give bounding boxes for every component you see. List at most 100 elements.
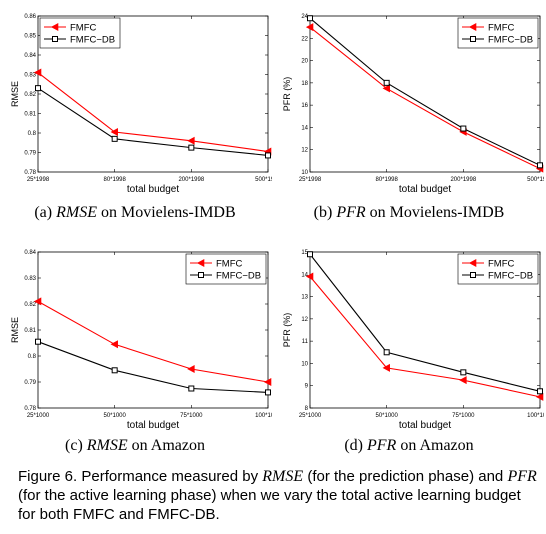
- x-tick-label: 75*1000: [180, 413, 203, 419]
- chart-pfr-movielens: 10 12 14 16 18 20 22 24 25*1998 80*1998 200*1998 50…: [282, 14, 544, 195]
- y-axis-label: PFR (%): [282, 313, 292, 348]
- x-tick-label: 25*1998: [299, 177, 322, 183]
- y-tick-label: 10: [301, 361, 308, 367]
- x-tick-label: 200*1998: [450, 177, 476, 183]
- y-tick-label: 8: [305, 406, 309, 412]
- legend-label: FMFC: [488, 23, 515, 34]
- legend-label: FMFC−DB: [70, 35, 115, 46]
- y-tick-label: 24: [301, 14, 308, 20]
- data-point: [459, 376, 467, 385]
- legend-label: FMFC: [216, 259, 243, 270]
- x-axis-label: total budget: [127, 420, 179, 431]
- x-axis-label: total budget: [399, 420, 451, 431]
- legend-box: [457, 17, 539, 49]
- x-tick-label: 200*1998: [178, 177, 204, 183]
- data-point: [110, 128, 118, 137]
- series-fmfc-db: [35, 338, 271, 396]
- y-tick-label: 18: [301, 81, 308, 87]
- legend-label: FMFC: [488, 259, 515, 270]
- data-point: [307, 251, 313, 258]
- series-line: [309, 276, 541, 398]
- legend-marker: [198, 272, 204, 278]
- y-tick-label: 12: [301, 148, 308, 154]
- series-line: [37, 87, 269, 156]
- y-tick-label: 9: [305, 384, 309, 390]
- series-line: [309, 17, 541, 166]
- legend-marker: [50, 22, 59, 32]
- y-tick-label: 0.83: [24, 276, 36, 282]
- y-axis-label: RMSE: [10, 317, 20, 343]
- figure-caption: Figure 6. Performance measured by RMSE (…: [18, 468, 537, 523]
- data-point: [33, 68, 42, 77]
- x-tick-label: 75*1000: [452, 413, 475, 419]
- legend-label: FMFC: [70, 23, 97, 34]
- data-point: [537, 388, 543, 395]
- y-tick-label: 0.85: [24, 34, 36, 40]
- series-fmfc: [305, 272, 544, 401]
- data-point: [460, 369, 467, 376]
- y-tick-label: 0.79: [24, 151, 36, 157]
- series-line: [37, 341, 269, 393]
- data-point: [305, 23, 314, 32]
- data-point: [33, 297, 42, 306]
- y-tick-label: 15: [301, 250, 308, 256]
- legend-marker: [470, 272, 476, 278]
- legend-box: [185, 253, 267, 285]
- data-point: [110, 340, 118, 349]
- x-tick-label: 50*1000: [375, 413, 398, 419]
- subcaption-b: (b) PFR on Movielens-IMDB: [313, 204, 505, 221]
- legend-label: FMFC−DB: [488, 35, 533, 46]
- legend-marker: [196, 258, 205, 268]
- data-point: [382, 84, 390, 93]
- x-tick-label: 25*1000: [299, 413, 322, 419]
- y-tick-label: 14: [301, 125, 308, 131]
- y-tick-label: 22: [301, 36, 308, 42]
- x-tick-label: 100*1000: [255, 413, 272, 419]
- y-tick-label: 20: [301, 59, 308, 65]
- data-point: [382, 363, 390, 372]
- data-point: [111, 135, 118, 142]
- legend-marker: [468, 22, 477, 32]
- y-tick-label: 0.8: [28, 131, 37, 137]
- data-point: [187, 136, 195, 145]
- data-point: [265, 152, 271, 159]
- y-tick-label: 0.81: [24, 112, 36, 118]
- y-axis-label: RMSE: [10, 81, 20, 107]
- data-point: [111, 367, 118, 374]
- subcaption-d: (d) PFR on Amazon: [344, 437, 474, 454]
- data-point: [35, 85, 41, 92]
- x-tick-label: 100*1000: [527, 413, 544, 419]
- series-fmfc-db: [307, 15, 543, 169]
- x-tick-label: 500*1998: [527, 177, 544, 183]
- x-tick-label: 500*1998: [255, 177, 272, 183]
- y-tick-label: 0.83: [24, 73, 36, 79]
- data-point: [460, 125, 467, 132]
- legend-label: FMFC−DB: [216, 271, 261, 282]
- y-tick-label: 11: [302, 339, 309, 345]
- subcaption-a: (a) RMSE on Movielens-IMDB: [34, 204, 236, 221]
- chart-rmse-movielens: 0.78 0.79 0.8 0.81 0.82 0.83 0.84 0.85 0.86 25*19…: [10, 14, 272, 195]
- y-axis-label: PFR (%): [282, 77, 292, 112]
- series-line: [37, 72, 269, 153]
- y-tick-label: 10: [301, 170, 308, 176]
- legend-marker: [52, 36, 58, 42]
- x-tick-label: 25*1998: [27, 177, 50, 183]
- data-point: [188, 385, 195, 392]
- series-line: [37, 300, 269, 383]
- y-tick-label: 14: [301, 272, 308, 278]
- series-fmfc-db: [35, 85, 271, 159]
- y-tick-label: 0.8: [28, 354, 37, 360]
- y-tick-label: 0.86: [24, 14, 36, 20]
- data-point: [265, 389, 271, 396]
- data-point: [263, 377, 272, 387]
- data-point: [307, 15, 313, 22]
- data-point: [537, 162, 543, 169]
- x-tick-label: 80*1998: [103, 177, 126, 183]
- y-tick-label: 0.82: [24, 302, 36, 308]
- series-line: [309, 253, 541, 392]
- y-tick-label: 13: [301, 295, 308, 301]
- data-point: [188, 144, 195, 151]
